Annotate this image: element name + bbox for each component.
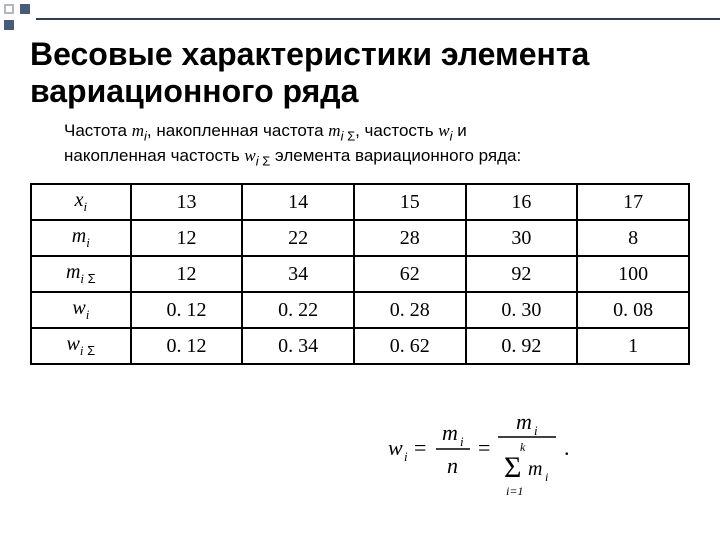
svg-text:w: w [388,435,403,460]
svg-text:i: i [404,449,408,464]
cell: 12 [131,256,243,292]
svg-text:i=1: i=1 [506,484,523,498]
cell: 22 [242,220,354,256]
intro-text: Частота mi, накопленная частота mi Σ, ча… [64,120,690,170]
table-row: wi 0. 12 0. 22 0. 28 0. 30 0. 08 [31,292,689,328]
rowhead-xi: xi [31,184,131,220]
corner-decoration [0,0,60,40]
cell: 62 [354,256,466,292]
sym-w: w [244,146,255,165]
rowhead-mi-sigma: mi Σ [31,256,131,292]
cell: 0. 92 [466,328,578,364]
svg-text:m: m [442,420,458,445]
sym-m: m [132,121,144,140]
cell: 0. 12 [131,292,243,328]
cell: 0. 08 [577,292,689,328]
slide-title: Весовые характеристики элемента вариацио… [30,36,690,110]
svg-text:i: i [545,470,548,484]
cell: 16 [466,184,578,220]
svg-text:m: m [528,458,542,480]
cell: 15 [354,184,466,220]
svg-text:Σ: Σ [504,451,521,484]
svg-text:i: i [534,423,538,438]
table-row: mi Σ 12 34 62 92 100 [31,256,689,292]
svg-text:m: m [516,409,532,434]
rowhead-wi: wi [31,292,131,328]
cell: 0. 22 [242,292,354,328]
data-table: xi 13 14 15 16 17 mi 12 22 28 30 8 mi Σ … [30,183,690,365]
cell: 100 [577,256,689,292]
intro-frag: накопленная частость [64,146,244,165]
cell: 0. 62 [354,328,466,364]
intro-frag: , накопленная частота [147,121,328,140]
table-row: wi Σ 0. 12 0. 34 0. 62 0. 92 1 [31,328,689,364]
sym-w: w [438,121,449,140]
cell: 0. 30 [466,292,578,328]
cell: 17 [577,184,689,220]
table-row: mi 12 22 28 30 8 [31,220,689,256]
cell: 0. 34 [242,328,354,364]
intro-frag: Частота [64,121,132,140]
cell: 92 [466,256,578,292]
cell: 0. 12 [131,328,243,364]
table-row: xi 13 14 15 16 17 [31,184,689,220]
cell: 1 [577,328,689,364]
intro-frag: элемента вариационного ряда: [270,146,521,165]
top-divider [36,18,720,20]
svg-text:=: = [414,435,426,460]
rowhead-wi-sigma: wi Σ [31,328,131,364]
formula: w i = m i n = m i k Σ i=1 m i . [370,405,600,505]
sym-m: m [328,121,340,140]
intro-frag: , частость [355,121,438,140]
cell: 28 [354,220,466,256]
intro-frag: и [453,121,467,140]
cell: 34 [242,256,354,292]
svg-text:i: i [460,434,464,449]
sub-sigma: Σ [343,128,355,143]
svg-text:=: = [478,435,490,460]
svg-text:.: . [564,435,570,460]
rowhead-mi: mi [31,220,131,256]
cell: 12 [131,220,243,256]
sub-sigma: Σ [259,153,271,168]
cell: 0. 28 [354,292,466,328]
cell: 13 [131,184,243,220]
cell: 8 [577,220,689,256]
svg-text:n: n [447,453,458,478]
cell: 14 [242,184,354,220]
cell: 30 [466,220,578,256]
slide-content: Весовые характеристики элемента вариацио… [0,0,720,365]
